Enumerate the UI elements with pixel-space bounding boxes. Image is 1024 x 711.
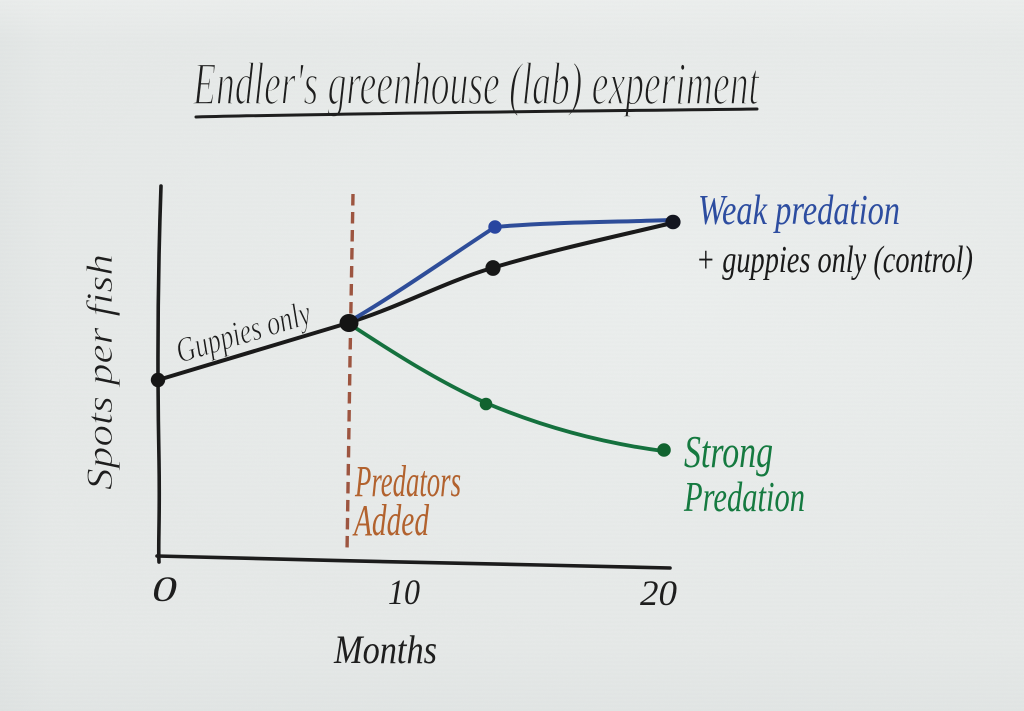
svg-text:Strong: Strong — [684, 426, 773, 477]
svg-text:Predation: Predation — [683, 475, 805, 521]
svg-text:+ guppies only (control): + guppies only (control) — [696, 239, 973, 281]
svg-text:Endler's greenhouse (lab) expe: Endler's greenhouse (lab) experiment — [192, 51, 759, 117]
svg-text:Added: Added — [352, 496, 430, 545]
svg-text:10: 10 — [388, 572, 420, 612]
svg-text:Spots per fish: Spots per fish — [80, 254, 121, 490]
svg-text:Months: Months — [333, 627, 437, 672]
svg-text:Weak predation: Weak predation — [698, 188, 900, 234]
svg-text:Predators: Predators — [354, 457, 461, 506]
svg-text:20: 20 — [640, 573, 677, 613]
svg-text:0: 0 — [152, 569, 177, 609]
